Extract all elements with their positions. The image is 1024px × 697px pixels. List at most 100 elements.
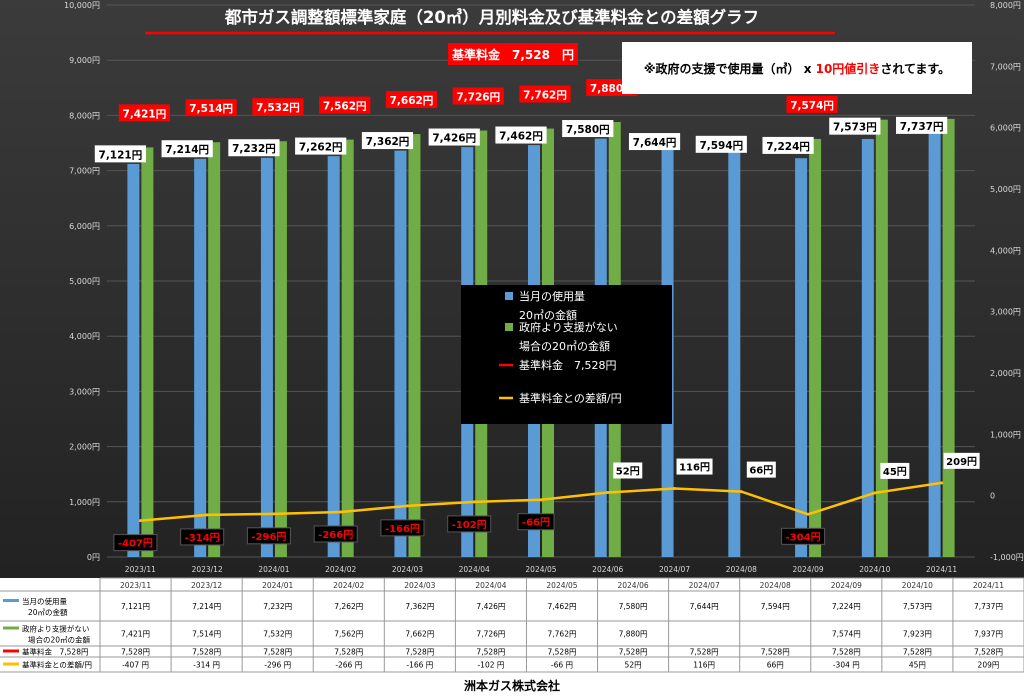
table-cell: 209円 [978,661,1000,670]
table-cell: 7,532円 [263,630,292,639]
y-right-tick-label: 3,000円 [990,308,1021,317]
table-cell: -296 円 [264,661,291,670]
legend-label-usage-line1: 当月の使用量 [519,289,585,303]
support-note-box [622,42,972,94]
legend-label-diff: 基準料金との差額/円 [519,391,622,405]
table-header-cell: 2024/10 [902,581,933,590]
y-right-tick-label: 0 [990,492,995,501]
y-right-tick-label: 6,000円 [990,124,1021,133]
table-header-cell: 2024/01 [262,581,293,590]
bar-usage-label: 7,224円 [766,141,810,153]
x-tick-label: 2024/08 [726,565,757,574]
table-cell: 7,726円 [476,630,505,639]
diff-label-bg [313,525,358,543]
bar-no-support [141,147,154,558]
diff-point [806,512,810,516]
diff-label: 116円 [679,462,710,474]
table-cell: 7,528円 [974,648,1003,657]
table-cell: 7,923円 [903,630,932,639]
bar-no-support [341,139,354,557]
data-table: 2023/11 2023/12 2024/01 2024/02 2024/03 2024/… [0,577,1024,673]
diff-label: -102円 [452,519,487,531]
diff-label-bg [246,527,291,545]
table-row-label: 20㎥の金額 [28,607,68,617]
legend-label-no-support-line2: 場合の20㎥の金額 [519,339,610,353]
x-tick-label: 2024/06 [592,565,623,574]
table-header-cell: 2024/08 [760,581,791,590]
table-row-label: 基準料金との差額/円 [22,660,92,670]
bar-usage-label-bg [562,120,614,138]
bar-no-support-label-bg [786,95,838,113]
table-cell: 7,662円 [405,630,434,639]
bar-no-support-label: 7,574円 [790,100,834,112]
table-header-cell: 2023/11 [120,581,151,590]
y-left-tick-label: 5,000円 [69,277,100,286]
base-fee-banner-text: 基準料金 7,528 円 [451,47,574,62]
diff-point [205,513,209,517]
diff-point [472,500,476,504]
bar-usage-label-bg [695,135,747,153]
table-cell: 7,562円 [334,630,363,639]
base-fee-banner [448,43,578,65]
table-row-label: 当月の使用量 [22,596,67,606]
company-name: 洲本ガス株式会社 [464,678,560,693]
legend-label-base-fee: 基準料金 7,528円 [519,358,617,372]
table-background [0,578,1024,672]
legend-label-usage: 当月の使用量 20㎥の金額 [519,289,585,322]
table-row-swatch [3,626,19,630]
support-note: ※政府の支援で使用量（㎥） x 10円値引きされてます。 [644,61,950,76]
x-tick-label: 2024/03 [392,565,423,574]
bar-no-support [408,134,421,557]
table-cell: 7,528円 [903,648,932,657]
bar-usage-label: 7,580円 [566,124,610,136]
y-left-tick-label: 3,000円 [69,387,100,396]
bar-usage-label-bg [161,140,213,158]
bar-usage-label-bg [829,117,881,135]
diff-label-bg [943,452,980,469]
table-cell: 52円 [625,661,642,670]
axis-layer: 0円 1,000円 2,000円 3,000円 4,000円 5,000円 6,000円 7,… [64,1,1024,574]
table-cell: -166 円 [406,661,433,670]
bar-usage-label: 7,121円 [99,149,143,161]
bar-usage-label: 7,462円 [499,131,543,143]
x-tick-label: 2024/05 [525,565,556,574]
table-cell: 7,574円 [832,630,861,639]
bar-usage-label: 7,214円 [165,144,209,156]
table-header-cell: 2023/12 [191,581,222,590]
lines-layer [138,481,944,523]
y-left-tick-label: 10,000円 [64,1,100,10]
diff-label-bg [180,528,225,546]
diff-point [606,490,610,494]
table-cell: 7,262円 [334,602,363,611]
bar-usage-label-bg [628,133,681,151]
x-tick-label: 2023/12 [192,565,223,574]
table-cell: 7,528円 [761,648,790,657]
x-tick-label: 2024/04 [459,565,490,574]
diff-label-bg [380,519,425,537]
y-left-tick-label: 1,000円 [69,498,100,507]
table-cell: -407 円 [122,661,149,670]
diff-label-bg [613,462,643,479]
diff-label: -66円 [522,517,550,529]
y-right-tick-label: 7,000円 [990,62,1021,71]
bar-usage [194,158,207,557]
diff-label: -266円 [318,529,353,541]
y-left-tick-label: 8,000円 [69,111,100,120]
table-cell: 7,426円 [476,602,505,611]
bar-no-support-label: 7,662円 [390,95,434,107]
y-right-tick-label: 1,000円 [990,430,1021,439]
bar-no-support [942,118,955,558]
bar-usage [127,163,140,557]
bar-usage-label: 7,737円 [900,121,944,133]
legend-swatch-usage [505,292,513,300]
legend-label-usage-line2: 20㎥の金額 [519,308,577,322]
bar-usage-label-bg [896,116,948,134]
table-header-cell: 2024/09 [831,581,862,590]
table-cell: 66円 [767,661,784,670]
table-cell: 116円 [693,661,715,670]
diff-label-bg [746,461,776,478]
diff-label: -407円 [118,538,153,550]
y-left-tick-label: 0円 [87,553,100,562]
x-tick-label: 2024/10 [859,565,890,574]
diff-label: -296円 [251,531,286,543]
